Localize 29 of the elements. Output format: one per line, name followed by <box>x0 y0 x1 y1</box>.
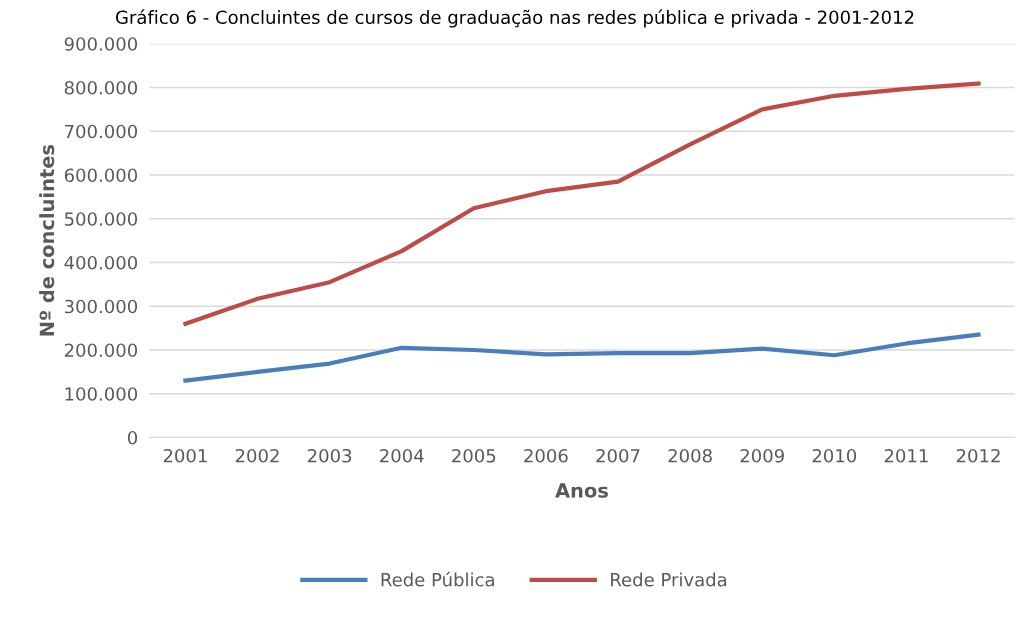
y-axis-title: Nº de concluintes <box>39 144 55 336</box>
y-tick-label: 300.000 <box>64 299 138 314</box>
x-tick-label: 2009 <box>740 448 784 463</box>
y-tick-label: 400.000 <box>64 255 138 270</box>
legend-label: Rede Privada <box>611 572 727 587</box>
x-tick-label: 2003 <box>307 448 352 463</box>
x-tick-label: 2004 <box>380 448 424 463</box>
x-tick-label: 2010 <box>812 448 857 463</box>
y-tick-label: 800.000 <box>64 80 138 95</box>
x-tick-label: 2012 <box>956 448 1000 463</box>
y-tick-label: 900.000 <box>64 37 138 51</box>
x-tick-label: 2002 <box>235 448 279 463</box>
x-tick-label: 2001 <box>163 448 207 463</box>
line-series <box>183 81 981 326</box>
y-tick-label: 500.000 <box>64 212 138 226</box>
x-tick-label: 2007 <box>596 448 640 463</box>
x-tick-label: 2005 <box>452 448 496 463</box>
legend-label: Rede Pública <box>381 571 494 587</box>
y-tick-label: 700.000 <box>65 124 138 139</box>
chart-title: Gráfico 6 - Concluintes de cursos de graduação nas redes pública e privada - 2001-2012 <box>115 9 914 28</box>
x-tick-label: 2008 <box>668 448 712 463</box>
x-axis-title: Anos <box>555 483 608 498</box>
y-tick-label: 600.000 <box>64 168 138 183</box>
y-tick-label: 200.000 <box>64 343 138 358</box>
y-tick-label: 100.000 <box>65 387 138 401</box>
x-tick-label: 2006 <box>524 448 568 463</box>
x-tick-label: 2011 <box>884 448 928 463</box>
line-series <box>183 332 981 383</box>
y-tick-label: 0 <box>127 430 138 445</box>
